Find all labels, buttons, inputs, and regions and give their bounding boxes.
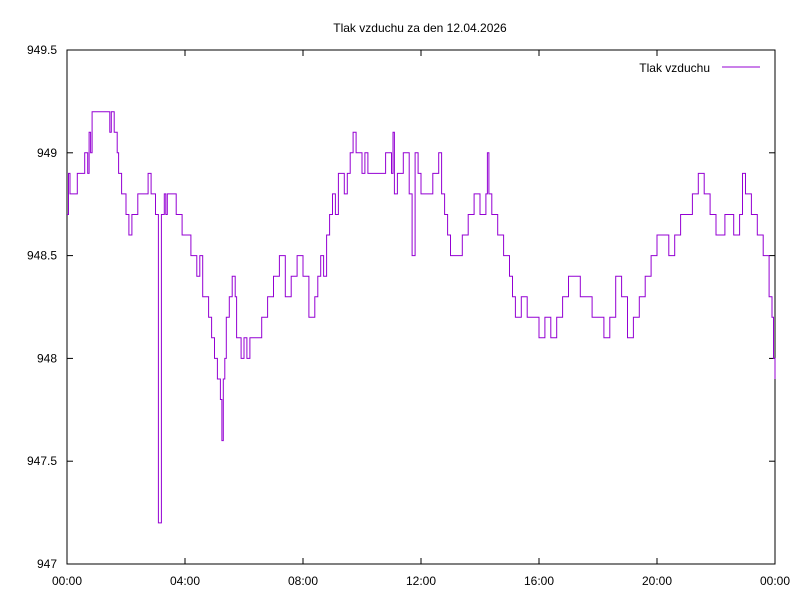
x-tick-label: 12:00	[406, 574, 436, 588]
plot-frame	[66, 49, 776, 565]
series-line-tlak-vzduchu	[67, 111, 776, 524]
y-tick-label: 947.5	[27, 454, 57, 468]
y-tick-label: 947	[37, 557, 57, 571]
y-axis: 947 947.5 948 948.5 949 949.5	[27, 43, 775, 571]
y-tick-label: 949	[37, 146, 57, 160]
chart-title: Tlak vzduchu za den 12.04.2026	[333, 21, 507, 35]
legend-label: Tlak vzduchu	[639, 61, 710, 75]
x-tick-label: 08:00	[288, 574, 318, 588]
y-tick-label: 948	[37, 351, 57, 365]
x-tick-label: 00:00	[52, 574, 82, 588]
x-axis: 00:00 04:00 08:00 12:00 16:00 20:00 00:00	[52, 50, 790, 588]
y-tick-label: 948.5	[27, 249, 57, 263]
x-tick-label: 16:00	[524, 574, 554, 588]
legend: Tlak vzduchu	[639, 61, 760, 75]
x-tick-label: 00:00	[760, 574, 790, 588]
x-tick-label: 04:00	[170, 574, 200, 588]
y-tick-label: 949.5	[27, 43, 57, 57]
x-tick-label: 20:00	[642, 574, 672, 588]
